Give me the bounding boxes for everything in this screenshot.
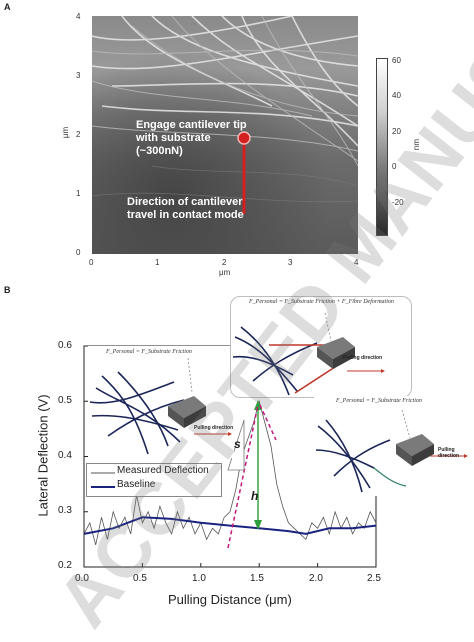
fibre-cantilever-sketch [89,357,232,455]
slope-label: s [234,437,241,451]
engage-note-line1: Engage cantilever tip [136,119,247,131]
afm-x-unit: μm [219,268,231,277]
x-tick-label: 0.0 [75,573,89,584]
x-tick-label: 2.5 [367,573,381,584]
inset-fibre-deformation: F_Personal = F_Substrate Friction + F_Fi… [230,296,412,398]
colorbar-tick: 60 [392,56,401,65]
afm-x-tick: 0 [89,258,94,267]
engage-note-line2: with substrate [136,132,211,144]
x-tick-label: 2.0 [309,573,323,584]
pull-direction-label: Pulling direction [194,425,234,431]
direction-note-line2: travel in contact mode [127,209,244,221]
pull-direction-label: Pulling direction [438,447,460,459]
engage-note-line3: (~300nN) [136,145,183,157]
fibre-cantilever-sketch [315,409,468,493]
height-label: h [251,489,259,503]
afm-y-tick: 0 [76,248,81,257]
slope-line-left [227,404,259,549]
legend-baseline-label: Baseline [117,479,156,490]
y-tick-label: 0.2 [58,560,72,571]
height-arrow-head-top [254,400,262,410]
height-arrow-head-bottom [254,520,262,530]
direction-note-line1: Direction of cantilever [127,196,243,208]
x-tick-label: 1.0 [192,573,206,584]
cantilever-path [237,131,251,214]
inset-substrate-friction-left: F_Personal = F_Substrate Friction Pullin… [88,346,234,458]
colorbar-tick: 20 [392,127,401,136]
afm-x-tick: 1 [155,258,160,267]
y-tick-label: 0.3 [58,505,72,516]
x-tick-label: 1.5 [250,573,264,584]
afm-image: Engage cantilever tip with substrate (~3… [92,16,358,254]
afm-x-tick: 4 [354,258,359,267]
afm-y-tick: 4 [76,12,81,21]
legend-measured-swatch [91,472,115,474]
y-tick-label: 0.5 [58,395,72,406]
afm-fibre-texture [92,16,358,254]
afm-y-tick: 3 [76,71,81,80]
inset-formula: F_Personal = F_Substrate Friction [106,349,192,355]
x-tick-label: 0.5 [133,573,147,584]
y-axis-title: Lateral Deflection (V) [35,394,51,517]
fibre-cantilever-sketch [232,312,385,396]
legend-measured-label: Measured Deflection [117,465,209,476]
inset-formula: F_Personal = F_Substrate Friction + F_Fi… [249,299,394,305]
inset-formula: F_Personal = F_Substrate Friction [336,398,422,404]
panel-a-letter: A [4,2,11,12]
baseline-line [83,516,377,535]
y-tick-label: 0.4 [58,450,72,461]
inset-substrate-friction-right: F_Personal = F_Substrate Friction Pullin… [314,396,474,496]
colorbar-tick: 0 [392,162,397,171]
x-axis-title: Pulling Distance (μm) [168,592,292,607]
afm-x-tick: 2 [222,258,227,267]
afm-y-tick: 2 [76,130,81,139]
colorbar-tick: -20 [392,198,404,207]
legend: Measured Deflection Baseline [86,463,222,497]
colorbar-tick: 40 [392,91,401,100]
legend-baseline-swatch [91,486,115,488]
colorbar [376,58,388,236]
afm-y-tick: 1 [76,189,81,198]
panel-b-letter: B [4,285,11,295]
pull-direction-label: Pulling direction [343,355,383,361]
afm-x-tick: 3 [288,258,293,267]
y-tick-label: 0.6 [58,340,72,351]
